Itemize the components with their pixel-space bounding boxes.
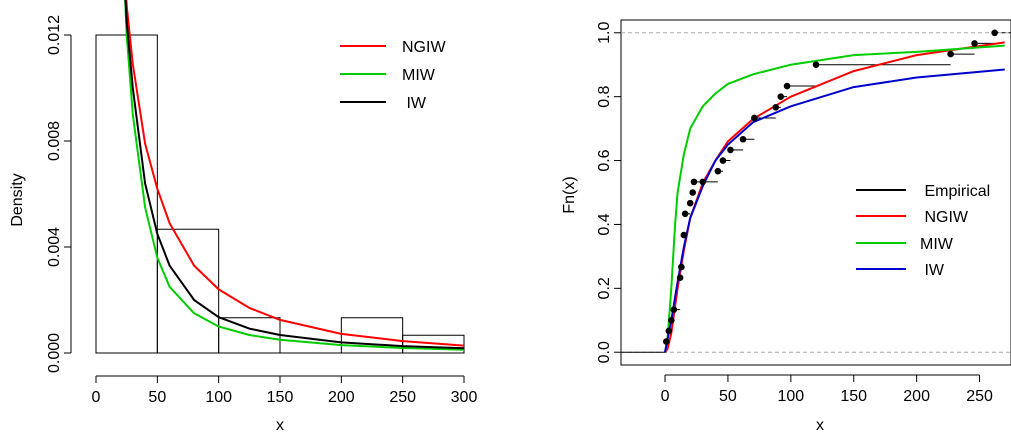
ecdf-point (719, 157, 727, 164)
histogram-y-axis: 0.000 0.004 0.008 0.012 (46, 15, 72, 373)
ecdf-y-tick-label: 1.0 (596, 22, 613, 44)
histogram-x-tick-label: 200 (328, 389, 355, 406)
ecdf-point (991, 29, 998, 37)
ecdf-point (772, 104, 780, 111)
legend-label-iw: IW (920, 262, 945, 279)
legend-label-iw: IW (402, 95, 427, 112)
ecdf-point (678, 263, 685, 271)
ecdf-point (686, 199, 694, 207)
histogram-y-label: Density (9, 173, 26, 226)
ecdf-x-tick-label: 100 (777, 388, 804, 405)
legend-label-miw: MIW (920, 236, 954, 253)
legend-label-ngiw: NGIW (920, 209, 969, 226)
ecdf-point (680, 231, 688, 239)
ecdf-point (751, 114, 758, 122)
histogram-y-tick-label: 0.012 (46, 15, 63, 55)
density-curve-miw (124, 0, 465, 351)
histogram-legend: NGIW MIW IW (340, 39, 446, 112)
ecdf-y-tick-label: 0.0 (596, 341, 613, 363)
histogram-x-label: x (276, 417, 284, 434)
histogram-plot-area (95, 0, 465, 354)
ecdf-point (670, 306, 678, 313)
ecdf-x-axis: 0 50 100 150 200 250 (661, 374, 993, 405)
ecdf-point (714, 167, 722, 175)
ecdf-x-tick-label: 50 (719, 388, 737, 405)
histogram-panel: 0 50 100 150 200 250 300 0.0000.0040.0080.012 … (9, 0, 477, 434)
ecdf-x-label: x (816, 417, 824, 434)
histogram-x-tick-label: 300 (451, 389, 478, 406)
ecdf-y-tick-label: 0.4 (596, 213, 613, 235)
ecdf-y-label: Fn(x) (561, 176, 578, 213)
ecdf-panel: 0 50 100 150 200 250 0.0 0.2 0.4 0.6 0.8 1.0 x Fn(… (561, 19, 1011, 434)
ecdf-y-tick-label: 0.6 (596, 149, 613, 171)
ecdf-y-tick-label: 0.2 (596, 277, 613, 299)
legend-label-empirical: Empirical (920, 183, 990, 200)
ecdf-x-tick-label: 150 (840, 388, 867, 405)
cdf-curve-miw (664, 44, 1005, 353)
density-curve-iw (124, 0, 465, 350)
ecdf-point (665, 327, 673, 335)
ecdf-point (676, 274, 684, 281)
histogram-x-tick-label: 50 (148, 389, 166, 406)
ecdf-point (690, 178, 698, 186)
ecdf-point (668, 316, 675, 324)
ecdf-y-axis: 0.0 0.2 0.4 0.6 0.8 1.0 (596, 22, 621, 363)
legend-label-ngiw: NGIW (402, 39, 446, 56)
ecdf-point (699, 178, 707, 186)
cdf-curve-iw (664, 68, 1005, 353)
ecdf-point (783, 82, 791, 90)
histogram-y-tick-label: 0.000 (46, 333, 63, 373)
histogram-x-axis: 0 50 100 150 200 250 300 (92, 375, 478, 406)
ecdf-point (971, 40, 978, 47)
histogram-y-tick-label: 0.008 (46, 121, 63, 161)
ecdf-x-tick-label: 0 (661, 388, 670, 405)
ecdf-point (689, 189, 697, 196)
ecdf-y-tick-label: 0.8 (596, 85, 613, 107)
histogram-x-tick-label: 250 (389, 389, 416, 406)
ecdf-point (812, 61, 820, 69)
ecdf-point (739, 135, 747, 143)
histogram-x-tick-label: 0 (92, 389, 101, 406)
ecdf-plot-box (620, 19, 1011, 366)
ecdf-legend: Empirical NGIW MIW IW (856, 183, 990, 279)
ecdf-point (681, 210, 689, 218)
density-curve-ngiw (125, 0, 465, 347)
histogram-x-tick-label: 100 (205, 389, 232, 406)
ecdf-point (947, 50, 954, 58)
histogram-x-tick-label: 150 (267, 389, 294, 406)
ecdf-point (777, 93, 785, 100)
ecdf-point (662, 338, 670, 345)
legend-label-miw: MIW (402, 67, 436, 84)
histogram-curves (124, 0, 465, 351)
ecdf-plot-area (621, 29, 1011, 353)
histogram-y-tick-label: 0.004 (46, 227, 63, 267)
ecdf-x-tick-label: 250 (966, 388, 993, 405)
ecdf-x-tick-label: 200 (903, 388, 930, 405)
ecdf-point (727, 146, 734, 154)
